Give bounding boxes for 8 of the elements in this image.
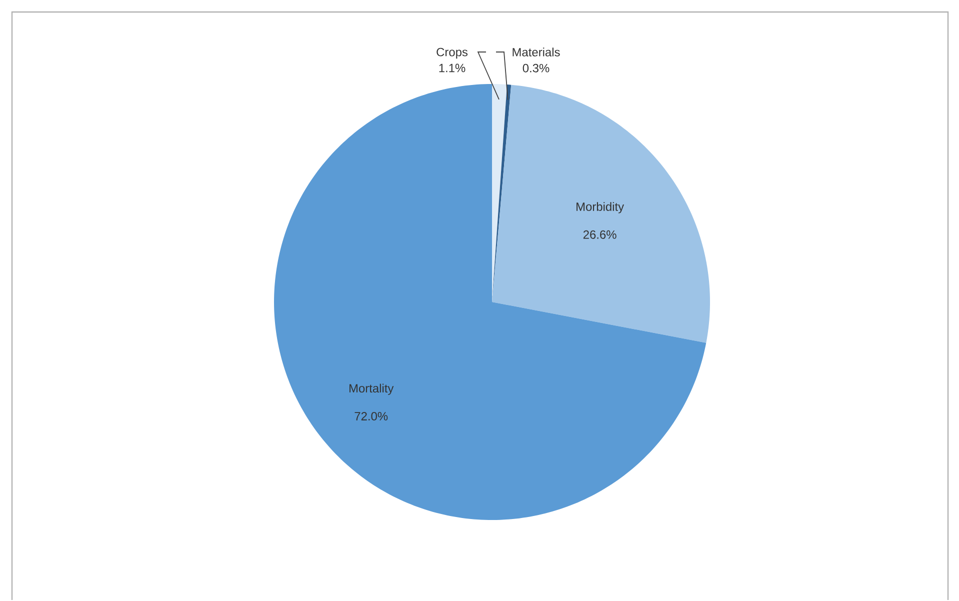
slice-label: Crops — [436, 48, 468, 59]
data-label: 0.3% — [522, 64, 550, 73]
data-label: 1.1% — [439, 64, 466, 72]
slice-label: Morbidity — [576, 202, 624, 214]
slice-label: Mortality — [350, 384, 394, 396]
data-label: 26.6% — [583, 230, 616, 240]
data-label: 72.0% — [354, 412, 388, 421]
slice-label: Materials — [512, 48, 560, 57]
